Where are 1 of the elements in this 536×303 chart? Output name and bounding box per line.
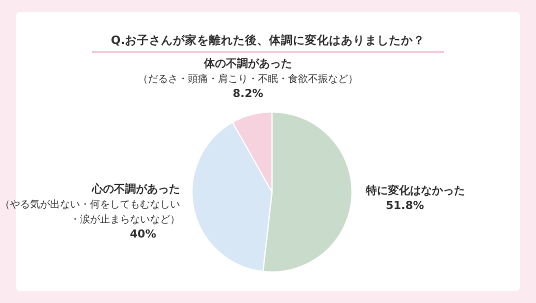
chart-title: Q.お子さんが家を離れた後、体調に変化はありましたか？ <box>110 33 426 47</box>
